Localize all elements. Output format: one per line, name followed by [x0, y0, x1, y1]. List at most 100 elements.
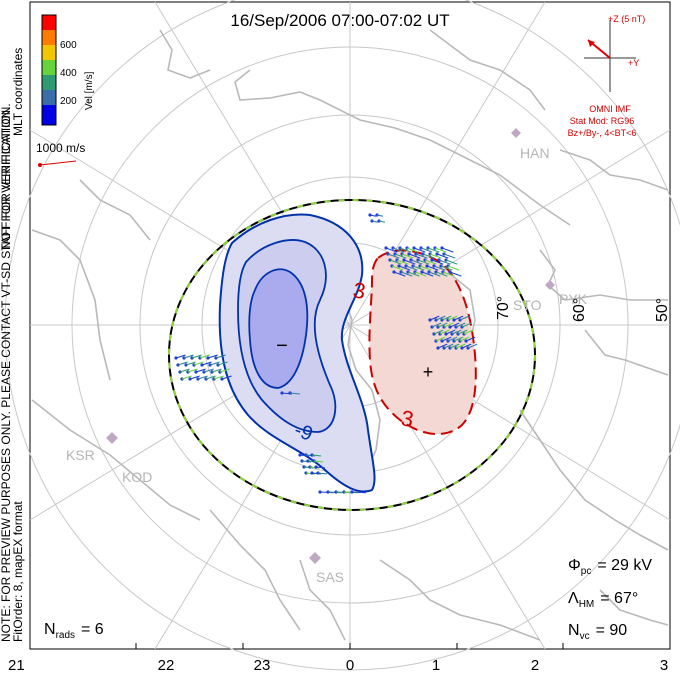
imf-stat-model: Stat Mod: RG96: [570, 116, 635, 126]
velocity-vector: [398, 265, 411, 271]
velocity-vector: [179, 368, 190, 373]
velocity-vectors: [174, 213, 478, 494]
map-title: 16/Sep/2006 07:00-07:02 UT: [230, 11, 449, 30]
verification-notice: NOTE: FOR PREVIEW PURPOSES ONLY. PLEASE …: [0, 103, 13, 642]
velocity-vector: [207, 354, 218, 359]
mlt-label-2: 2: [531, 657, 539, 674]
velocity-vector: [213, 375, 224, 380]
station-marker-pyk: [545, 280, 555, 290]
velocity-vector: [201, 361, 212, 366]
positive-contour-label-upper: 3: [351, 277, 367, 304]
velocity-vector: [438, 259, 451, 265]
velocity-vector: [434, 247, 447, 253]
velocity-vector: [442, 271, 455, 277]
station-label-kod: KOD: [122, 469, 152, 485]
velocity-vector: [447, 315, 458, 321]
velocity-vector: [175, 354, 186, 359]
heppner-maynard-boundary: [168, 199, 536, 511]
mlt-label-0: 0: [346, 657, 354, 674]
velocity-vector: [443, 253, 456, 259]
velocity-vector: [403, 259, 416, 265]
velocity-vector: [211, 368, 222, 373]
velocity-vector: [378, 220, 385, 223]
velocity-vector: [455, 322, 466, 328]
velocity-vector: [376, 214, 383, 217]
velocity-vector: [215, 354, 226, 359]
velocity-colorbar: [41, 14, 57, 126]
hm-boundary-latitude: ΛHM = 67°: [568, 590, 638, 610]
velocity-vector: [435, 336, 446, 342]
velocity-vector: [187, 368, 198, 373]
velocity-vector: [351, 491, 367, 494]
colorbar-tick-600: 600: [60, 40, 77, 51]
latitude-label-60: 60°: [571, 298, 588, 322]
station-markers: [106, 128, 555, 564]
velocity-vector: [393, 271, 406, 277]
velocity-vector: [181, 375, 192, 380]
mlt-label-23: 23: [254, 657, 271, 674]
velocity-vector: [443, 322, 454, 328]
colorbar-tick-400: 400: [60, 68, 77, 79]
velocity-vector: [428, 271, 441, 277]
velocity-vector: [401, 253, 414, 259]
mlt-axis: [29, 643, 671, 649]
velocity-vector: [391, 265, 404, 271]
svg-text:Nvc= 90: Nvc = 90: [568, 622, 627, 642]
velocity-vector: [451, 329, 462, 335]
velocity-vector: [183, 354, 194, 359]
velocity-vector: [431, 322, 442, 328]
imf-z-label: +Z (5 nT): [608, 14, 645, 24]
imf-condition: Bz+/By-, 4<BT<6: [568, 128, 637, 138]
velocity-vector: [441, 247, 454, 253]
velocity-vector: [427, 247, 440, 253]
negative-cell: − -9: [218, 213, 376, 493]
velocity-vector: [408, 253, 421, 259]
velocity-vector: [429, 315, 440, 321]
velocity-vector: [203, 368, 214, 373]
velocity-vector: [421, 271, 434, 277]
mlt-label-22: 22: [158, 657, 175, 674]
positive-contour-label-lower: 3: [399, 405, 415, 432]
velocity-vector: [445, 259, 458, 265]
velocity-vector: [389, 259, 402, 265]
velocity-vector: [289, 392, 301, 395]
fit-order-info: FitOrder: 8, mapEX format: [11, 501, 25, 642]
vector-count: Nvc = 90: [568, 622, 627, 642]
velocity-vector: [406, 247, 419, 253]
station-marker-han: [511, 128, 521, 138]
velocity-vector: [317, 472, 328, 475]
velocity-vector: [394, 253, 407, 259]
velocity-vector: [453, 315, 464, 321]
station-label-ksr: KSR: [66, 447, 95, 463]
velocity-vector: [443, 343, 454, 349]
velocity-vector: [221, 375, 232, 380]
station-label-sto: STO: [513, 297, 542, 313]
velocity-vector: [461, 322, 472, 328]
velocity-vector: [459, 315, 470, 321]
velocity-vector: [193, 361, 204, 366]
mlt-label-21: 21: [8, 657, 25, 674]
velocity-vector: [197, 375, 208, 380]
velocity-vector: [467, 343, 478, 349]
velocity-vector: [405, 265, 418, 271]
velocity-vector: [219, 368, 230, 373]
velocity-vector: [433, 265, 446, 271]
velocity-vector: [447, 336, 458, 342]
velocity-vector: [437, 322, 448, 328]
imf-clock: [584, 20, 636, 92]
cross-polar-cap-potential: Φpc = 29 kV: [568, 557, 652, 577]
velocity-vector: [441, 315, 452, 321]
velocity-vector: [437, 343, 448, 349]
velocity-vector: [417, 259, 430, 265]
velocity-vector: [369, 214, 376, 217]
velocity-vector: [453, 336, 464, 342]
station-label-sas: SAS: [316, 569, 344, 585]
velocity-vector: [415, 253, 428, 259]
positive-cell: + 3 3: [351, 249, 477, 436]
velocity-vector: [436, 253, 449, 259]
velocity-vector: [455, 343, 466, 349]
latitude-label-70: 70°: [495, 296, 512, 320]
verification-notice-top: NOT FOR VERIFICATION.: [0, 106, 13, 250]
scale-vector-label: 1000 m/s: [36, 141, 85, 155]
station-marker-sas: [309, 552, 321, 564]
